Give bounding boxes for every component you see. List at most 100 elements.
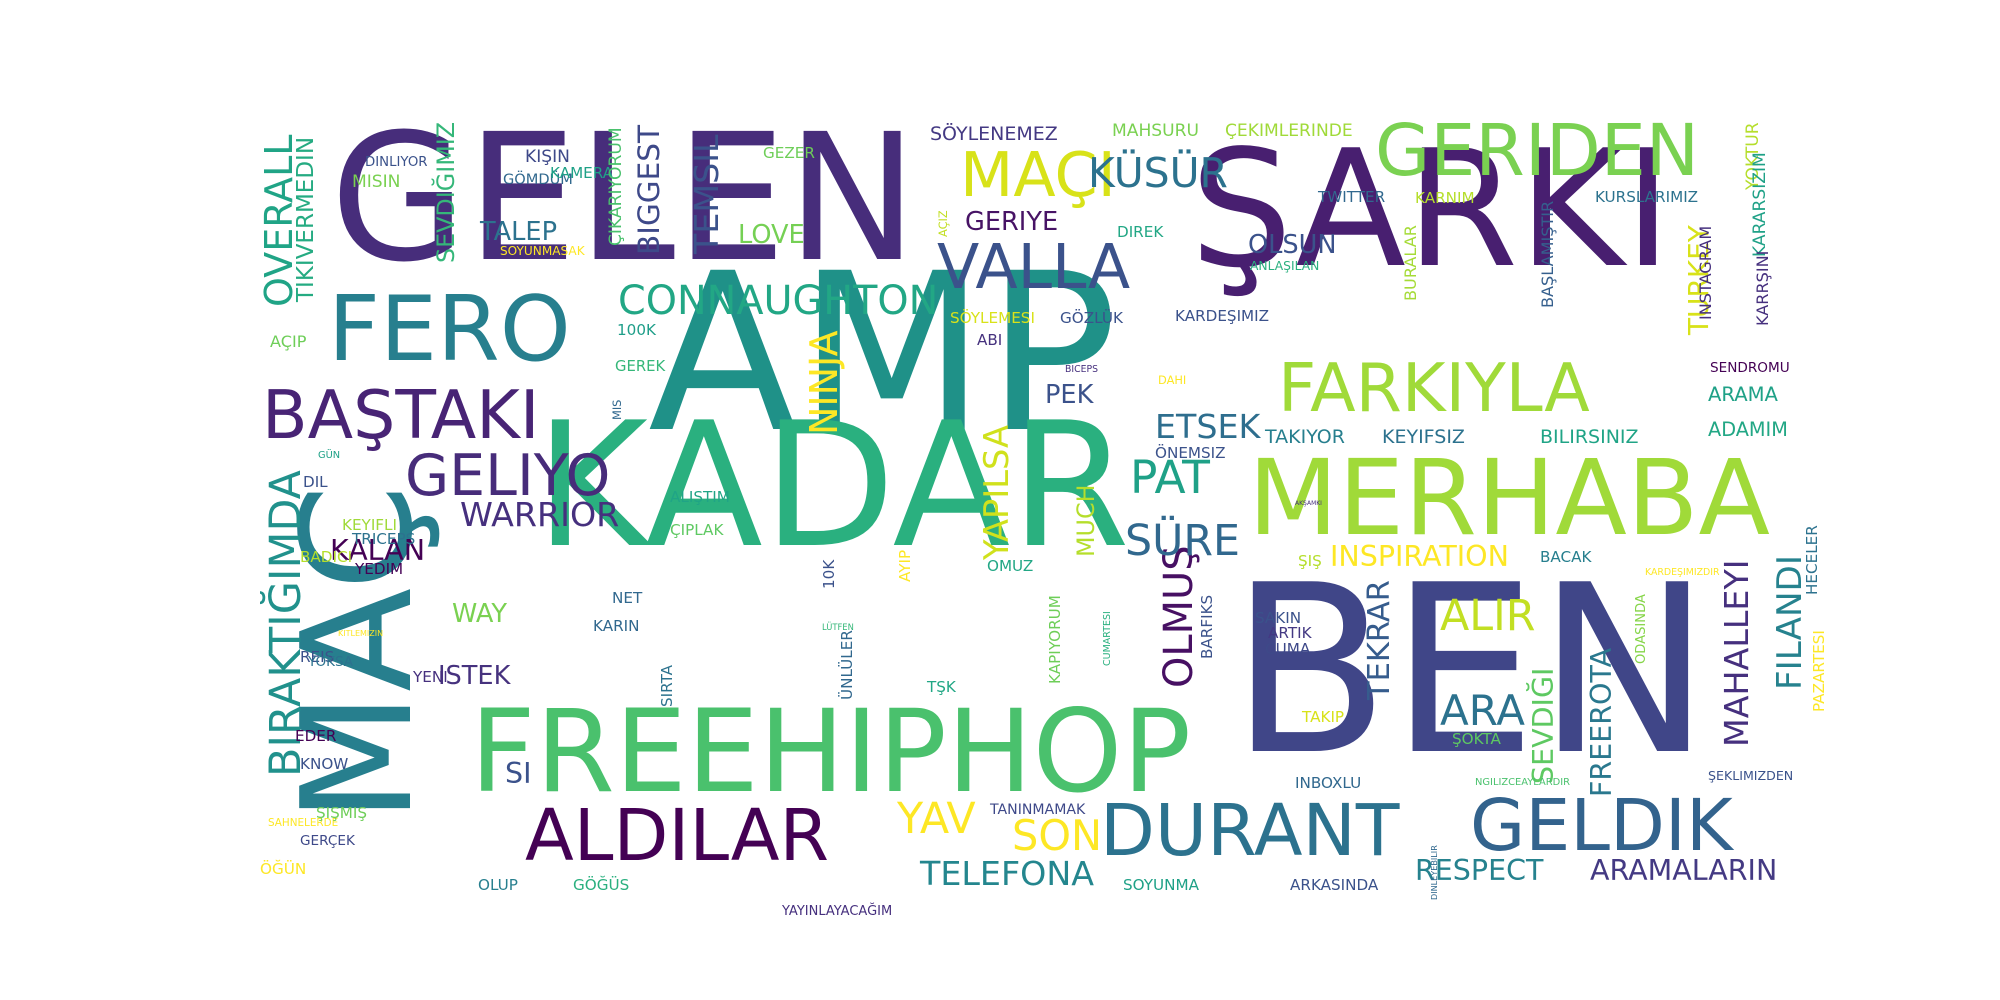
word-abi: ABI (977, 331, 1003, 349)
word-ben: BEN (1230, 535, 1711, 806)
word-sis: ŞIŞ (1298, 552, 1322, 570)
word-gomdum: GÖMDÜM (503, 171, 573, 188)
word-sakin: SAKIN (1255, 609, 1302, 627)
word-takiyor: TAKIYOR (1265, 426, 1345, 448)
word-ngilizceaylardir: NGILIZCEAYLARDIR (1475, 777, 1571, 788)
word-mis: MIS (610, 400, 624, 421)
word-aldilar: ALDILAR (525, 794, 830, 877)
word-etsek: ETSEK (1155, 407, 1261, 446)
word-sahnelerde: SAHNELERDE (268, 817, 339, 829)
word-gogus: GÖĞÜS (573, 876, 630, 894)
word-alir: ALIR (1440, 591, 1536, 641)
word-geriden: GERIDEN (1375, 109, 1700, 192)
word-olsun: OLSUN (1248, 230, 1337, 260)
word-direk: DIREK (1117, 223, 1164, 241)
word-biggest: BIGGEST (632, 124, 666, 255)
word-way: WAY (452, 599, 508, 629)
word-yedim: YEDIM (355, 560, 404, 578)
word-talep: TALEP (480, 217, 558, 247)
word-gerek: GEREK (615, 358, 666, 375)
word-keyifsiz: KEYIFSIZ (1382, 426, 1465, 448)
word-kusur: KÜSÜR (1088, 149, 1228, 197)
word-sismis: ŞIŞMIŞ (316, 804, 367, 822)
word-yayinlayacagim: YAYINLAYACAĞIM (782, 904, 893, 919)
word-dahi: DAHI (1158, 373, 1187, 387)
word-keyifli: KEYIFLI (342, 516, 397, 534)
word-taninmamak: TANINMAMAK (990, 802, 1086, 818)
word-baslamistir: BAŞLAMIŞTIR (1538, 200, 1557, 308)
word-soylenemez: SÖYLENEMEZ (930, 123, 1058, 145)
word-yoksa: YOKSA (308, 654, 354, 670)
word-aksamki: AKŞAMKI (1295, 500, 1322, 507)
word-istek: ISTEK (438, 661, 511, 691)
word-yapilsa: YAPILSA (977, 424, 1016, 560)
word-buralar: BURALAR (1401, 225, 1420, 302)
word-farkiyla: FARKIYLA (1278, 349, 1590, 427)
word-inspiration: INSPIRATION (1330, 540, 1509, 573)
word-omuz: OMUZ (987, 557, 1034, 575)
word-barfiks: BARFIKS (1198, 595, 1216, 660)
word-cumartesi: CUMARTESI (1102, 611, 1113, 666)
word-geliyo: GELIYO (405, 443, 611, 509)
word-kararsizim: KARARSIZIM (1750, 152, 1770, 257)
word-temsil: TEMSIL (687, 134, 726, 255)
word-maci: MAÇI (960, 139, 1116, 211)
word-anlasilan: ANLAŞILAN (1250, 259, 1320, 273)
word-gozluk: GÖZLÜK (1060, 309, 1123, 327)
word-love: LOVE (738, 220, 805, 250)
word-sevdigi: SEVDIĞI (1527, 667, 1560, 785)
word-amp: AMP (648, 226, 1118, 481)
word-net: NET (612, 589, 643, 607)
word-ogun: ÖĞÜN (260, 860, 307, 878)
word-kalan: KALAN (330, 534, 426, 567)
word-merhaba: MERHABA (1248, 437, 1771, 559)
word-mahalleyi: MAHALLEYI (1717, 559, 1756, 748)
word-misin: MISIN (352, 172, 401, 192)
word-sirta: SIRTA (658, 665, 676, 708)
word-tikivermedin: TIKIVERMEDIN (293, 136, 319, 302)
word-kamera: KAMERA (550, 164, 614, 182)
word-kardesimizdir: KARDEŞIMIZDIR (1645, 567, 1720, 578)
word-warrior: WARRIOR (460, 495, 620, 534)
word-ayip: AYIP (896, 550, 914, 583)
word-seklimizden: ŞEKLIMIZDEN (1708, 768, 1794, 783)
word-gercek: GERÇEK (300, 833, 355, 849)
word-instagram: INSTAGRAM (1696, 225, 1715, 320)
word-reis: REIS (300, 648, 335, 666)
word-100k: 100K (617, 321, 656, 339)
word-10k: 10K (820, 560, 838, 590)
word-soyunmasak: SOYUNMASAK (500, 244, 585, 258)
word-kitlemizin: KITLEMIZIN (338, 629, 384, 638)
word-yeni: YENI (413, 668, 448, 686)
word-si: SI (505, 757, 532, 790)
word-yav: YAV (897, 794, 976, 844)
word-karnim: KARNIM (1415, 189, 1475, 207)
word-inboxlu: INBOXLU (1295, 774, 1362, 792)
word-ciplak: ÇIPLAK (670, 521, 724, 539)
word-sarki: ŞARKI (1190, 116, 1672, 304)
word-pazartesi: PAZARTESI (1810, 630, 1828, 712)
word-soyunma: SOYUNMA (1123, 876, 1200, 894)
word-arama: ARAMA (1708, 383, 1778, 406)
word-biceps: BICEPS (1065, 364, 1098, 375)
word-sendromu: SENDROMU (1710, 360, 1790, 376)
word-artik: ARTIK (1268, 624, 1312, 642)
word-triceps: TRICEPS (352, 530, 416, 548)
word-twitter: TWITTER (1318, 188, 1386, 206)
word-dinliyor: DINLIYOR (365, 155, 428, 170)
word-freerota: FREEROTA (1585, 647, 1618, 798)
word-gun: GÜN (318, 450, 341, 461)
word-heceler: HECELER (1803, 525, 1821, 595)
word-cekimlerinde: ÇEKIMLERINDE (1225, 121, 1353, 141)
word-alistim: ALIŞTIM (670, 488, 730, 506)
word-acip: AÇIP (270, 332, 307, 351)
word-onemsiz: ÖNEMSIZ (1155, 444, 1226, 462)
word-arkasinda: ARKASINDA (1290, 876, 1379, 894)
word-tekrar: TEKRAR (1362, 580, 1397, 700)
word-ninja: NINJA (802, 329, 846, 435)
word-adamim: ADAMIM (1708, 418, 1788, 441)
word-geriye: GERIYE (965, 207, 1059, 237)
word-olup: OLUP (478, 876, 518, 894)
word-sure: SÜRE (1125, 516, 1240, 566)
word-kardesimiz: KARDEŞIMIZ (1175, 307, 1270, 325)
